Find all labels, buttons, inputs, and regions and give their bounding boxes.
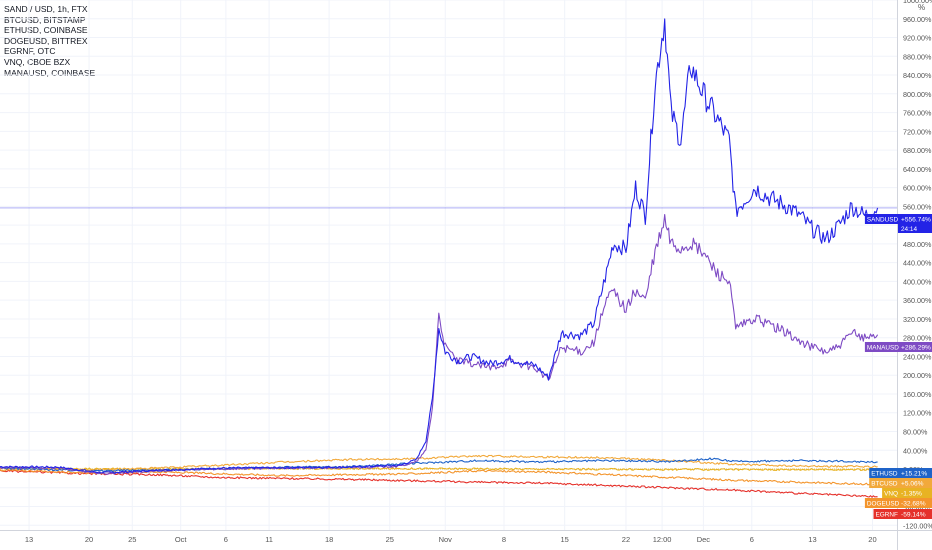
series-end-label-sandusd: SANDUSD +556.74% 24:14: [864, 214, 932, 233]
x-tick-label: 6: [750, 535, 754, 544]
series-end-box: [873, 509, 932, 519]
series-line-egrnf: [0, 469, 878, 498]
series-end-label-vnq: VNQ -1.35%: [882, 488, 932, 498]
y-tick-label: 840.00%: [903, 71, 932, 80]
series-end-value: +556.74%: [901, 217, 931, 224]
y-tick-label: 160.00%: [903, 390, 932, 399]
series-end-box: [864, 342, 932, 352]
x-tick-label: 25: [128, 535, 136, 544]
x-tick-label: 25: [386, 535, 394, 544]
series-end-name: EGRNF: [876, 512, 898, 519]
y-tick-label: 560.00%: [903, 202, 932, 211]
x-tick-label: Oct: [175, 535, 188, 544]
series-end-name: VNQ: [884, 491, 898, 498]
legend-entry: ETHUSD, COINBASE: [4, 25, 88, 36]
series-end-name: DOGEUSD: [867, 501, 900, 508]
series-end-name: MANAUSD: [867, 345, 899, 352]
x-tick-label: 20: [868, 535, 876, 544]
y-tick-label: 80.00%: [903, 428, 928, 437]
x-tick-label: Dec: [697, 535, 711, 544]
x-tick-label: 6: [224, 535, 228, 544]
legend-entry: VNQ, CBOE BZX: [4, 56, 71, 67]
y-tick-label: -120.00%: [903, 521, 932, 530]
series-end-name: BTCUSD: [871, 481, 898, 488]
y-tick-label: 760.00%: [903, 109, 932, 118]
y-tick-label: 920.00%: [903, 34, 932, 43]
series-end-name: ETHUSD: [871, 471, 898, 478]
x-tick-label: 13: [808, 535, 816, 544]
y-tick-label: 280.00%: [903, 334, 932, 343]
x-tick-label: 13: [25, 535, 33, 544]
legend-entry: SAND / USD, 1h, FTX: [4, 4, 88, 14]
series-line-ethusd: [0, 457, 878, 473]
y-tick-label: 120.00%: [903, 409, 932, 418]
y-tick-label: 360.00%: [903, 296, 932, 305]
chart-legend: SAND / USD, 1h, FTX BTCUSD, BITSTAMP ETH…: [4, 4, 95, 78]
series-end-value: +5.06%: [901, 481, 924, 488]
legend-entry: EGRNF, OTC: [4, 46, 56, 57]
series-end-value: -1.35%: [901, 491, 922, 498]
y-tick-label: 40.00%: [903, 446, 928, 455]
series-end-value: -59.14%: [901, 512, 926, 519]
x-tick-label: 11: [265, 535, 273, 544]
x-tick-label: 8: [502, 535, 506, 544]
series-end-box: [882, 488, 932, 498]
x-tick-label: 22: [622, 535, 630, 544]
x-tick-label: 18: [325, 535, 333, 544]
countdown-box: [898, 224, 932, 233]
series-line-btcusd: [0, 454, 878, 472]
legend-entry: BTCUSD, BITSTAMP: [4, 14, 86, 25]
series-end-label-manausd: MANAUSD +286.29%: [864, 342, 932, 352]
y-tick-label: 640.00%: [903, 165, 932, 174]
series-end-box: [869, 468, 932, 478]
y-tick-label: 1000.00%: [903, 0, 932, 5]
series-end-value: +286.29%: [901, 345, 931, 352]
y-tick-label: 720.00%: [903, 127, 932, 136]
y-tick-label: 600.00%: [903, 184, 932, 193]
series-end-value: -32.68%: [901, 501, 926, 508]
y-tick-label: 240.00%: [903, 352, 932, 361]
series-line-sandusd: [0, 18, 879, 474]
y-tick-label: 440.00%: [903, 259, 932, 268]
series-end-label-dogeusd: DOGEUSD -32.68%: [864, 498, 932, 508]
y-tick-label: 480.00%: [903, 240, 932, 249]
countdown-text: 24:14: [901, 226, 917, 233]
x-tick-label: Nov: [439, 535, 453, 544]
series-line-dogeusd: [0, 468, 878, 486]
series-end-value: +15.21%: [901, 471, 927, 478]
y-tick-label: 680.00%: [903, 146, 932, 155]
series-line-vnq: [0, 467, 878, 472]
y-tick-label: 320.00%: [903, 315, 932, 324]
y-tick-label: 200.00%: [903, 371, 932, 380]
x-tick-label: 12:00: [653, 535, 672, 544]
series-end-name: SANDUSD: [867, 217, 899, 224]
series-end-label-ethusd: ETHUSD +15.21%: [869, 468, 932, 478]
x-tick-label: 15: [560, 535, 568, 544]
y-tick-label: 400.00%: [903, 277, 932, 286]
x-tick-label: 20: [85, 535, 93, 544]
series-end-box: [864, 214, 932, 224]
y-tick-label: 960.00%: [903, 15, 932, 24]
series-end-label-egrnf: EGRNF -59.14%: [873, 509, 932, 519]
legend-entry: MANAUSD, COINBASE: [4, 67, 96, 78]
legend-entry: DOGEUSD, BITTREX: [4, 35, 88, 46]
y-tick-label: 880.00%: [903, 52, 932, 61]
y-tick-label: 800.00%: [903, 90, 932, 99]
series-end-box: [864, 498, 932, 508]
series-end-box: [869, 478, 932, 488]
axis-unit: %: [918, 3, 926, 12]
series-end-label-btcusd: BTCUSD +5.06%: [869, 478, 932, 488]
series-line-manausd: [0, 214, 879, 475]
